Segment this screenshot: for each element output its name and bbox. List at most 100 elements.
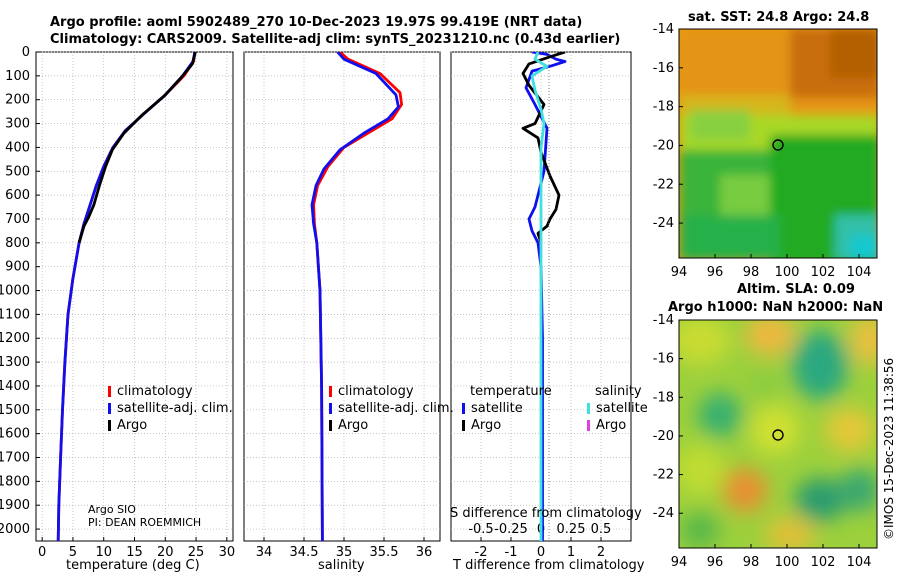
- difference-legend-temperature: temperature satellite Argo: [462, 383, 552, 434]
- temperature-panel-frame: [35, 51, 234, 542]
- legend-item-t-satellite: satellite: [462, 400, 552, 417]
- legend-item-satellite: satellite-adj. clim.: [108, 400, 233, 417]
- y-tick-label: 1400: [0, 379, 30, 394]
- x-tick-label: 35.5: [370, 545, 399, 560]
- credits: Argo SIO PI: DEAN ROEMMICH: [88, 503, 201, 529]
- legend-header: salinity: [595, 383, 648, 400]
- map-x-tick-label: 100: [775, 265, 800, 280]
- temperature-series: [56, 52, 197, 541]
- map-x-tick-label: 96: [707, 555, 724, 570]
- legend-label: Argo: [471, 418, 502, 433]
- satellite-swatch: [108, 403, 111, 414]
- map-x-tick-label: 98: [743, 555, 760, 570]
- series-line-argo: [77, 52, 197, 244]
- s-tick-label: 0.25: [557, 522, 586, 537]
- y-tick-label: 1500: [0, 403, 30, 418]
- credit-line1: Argo SIO: [88, 503, 136, 516]
- map-y-tick-label: -14: [653, 313, 674, 328]
- s-difference-axis-label: S difference from climatology: [450, 506, 642, 521]
- difference-series: [521, 52, 567, 541]
- x-tick-label: -1: [505, 545, 518, 560]
- s-tick-label: 0.5: [591, 522, 612, 537]
- legend-label: climatology: [338, 384, 414, 399]
- map-y-tick-label: -16: [653, 61, 674, 76]
- y-tick-label: 500: [5, 164, 30, 179]
- map-y-tick-label: -18: [653, 100, 674, 115]
- timestamp: ©IMOS 15-Dec-2023 11:38:56: [882, 357, 896, 540]
- x-tick-label: 25: [188, 545, 205, 560]
- height-title: Argo h1000: NaN h2000: NaN: [668, 300, 884, 315]
- x-tick-label: 35: [336, 545, 353, 560]
- map-x-tick-label: 94: [671, 265, 688, 280]
- y-tick-label: 200: [5, 93, 30, 108]
- series-line-satellite-adj-clim-: [310, 52, 400, 541]
- x-tick-label: 34: [256, 545, 273, 560]
- climatology-swatch: [329, 386, 332, 397]
- y-tick-label: 1800: [0, 474, 30, 489]
- legend-item-climatology: climatology: [329, 383, 454, 400]
- legend-label: satellite: [596, 401, 648, 416]
- x-tick-label: 1: [567, 545, 575, 560]
- x-tick-label: -2: [475, 545, 488, 560]
- legend-item-argo: Argo: [108, 417, 233, 434]
- figure-title-line2: Climatology: CARS2009. Satellite-adj cli…: [50, 32, 621, 47]
- x-tick-label: 30: [219, 545, 236, 560]
- s-tick-label: -0.5: [468, 522, 493, 537]
- t-difference-axis-label: T difference from climatology: [453, 558, 645, 573]
- x-tick-label: 15: [126, 545, 143, 560]
- argo-swatch: [329, 420, 332, 431]
- sal-argo-swatch: [587, 420, 590, 431]
- legend-header: temperature: [470, 383, 552, 400]
- y-tick-label: 400: [5, 140, 30, 155]
- salinity-axis-label: salinity: [318, 558, 365, 573]
- map-y-tick-label: -24: [653, 216, 674, 231]
- series-line-s-satellite: [530, 52, 549, 541]
- y-tick-label: 1100: [0, 307, 30, 322]
- salinity-legend: climatology satellite-adj. clim. Argo: [329, 383, 454, 434]
- map-x-tick-label: 104: [847, 555, 872, 570]
- map-x-tick-label: 96: [707, 265, 724, 280]
- map-y-tick-label: -14: [653, 22, 674, 37]
- map-y-tick-label: -22: [653, 177, 674, 192]
- s-tick-label: -0.25: [494, 522, 528, 537]
- legend-label: Argo: [117, 418, 148, 433]
- argo-swatch: [462, 420, 465, 431]
- map-y-tick-label: -16: [653, 352, 674, 367]
- legend-item-s-satellite: satellite: [587, 400, 648, 417]
- map-y-tick-label: -20: [653, 429, 674, 444]
- series-line-t-argo: [521, 52, 566, 244]
- difference-legend-salinity: salinity satellite Argo: [587, 383, 648, 434]
- climatology-swatch: [108, 386, 111, 397]
- sal-satellite-swatch: [587, 403, 590, 414]
- x-tick-label: 2: [597, 545, 605, 560]
- map-x-tick-label: 100: [775, 555, 800, 570]
- sst-profile-marker: [772, 139, 784, 151]
- sla-profile-marker: [772, 429, 784, 441]
- x-tick-label: 0: [38, 545, 46, 560]
- sla-map: [679, 320, 877, 548]
- y-tick-label: 900: [5, 260, 30, 275]
- salinity-panel-frame: [243, 51, 441, 542]
- map-x-tick-label: 102: [811, 555, 836, 570]
- y-tick-label: 300: [5, 117, 30, 132]
- y-tick-label: 100: [5, 69, 30, 84]
- figure-title-line1: Argo profile: aoml 5902489_270 10-Dec-20…: [50, 15, 583, 30]
- legend-header-label: temperature: [470, 384, 552, 399]
- map-y-tick-label: -24: [653, 506, 674, 521]
- legend-label: climatology: [117, 384, 193, 399]
- y-tick-label: 600: [5, 188, 30, 203]
- y-tick-label: 1300: [0, 355, 30, 370]
- grid-layer: [36, 51, 631, 541]
- legend-item-t-argo: Argo: [462, 417, 552, 434]
- map-y-tick-label: -22: [653, 468, 674, 483]
- sst-map-frame: [678, 28, 878, 259]
- legend-item-argo: Argo: [329, 417, 454, 434]
- map-x-tick-label: 94: [671, 555, 688, 570]
- map-x-tick-label: 98: [743, 265, 760, 280]
- map-y-tick-label: -18: [653, 390, 674, 405]
- map-y-tick-label: -20: [653, 138, 674, 153]
- temperature-axis-label: temperature (deg C): [66, 558, 200, 573]
- y-tick-label: 800: [5, 236, 30, 251]
- temperature-legend: climatology satellite-adj. clim. Argo: [108, 383, 233, 434]
- x-tick-label: 10: [95, 545, 112, 560]
